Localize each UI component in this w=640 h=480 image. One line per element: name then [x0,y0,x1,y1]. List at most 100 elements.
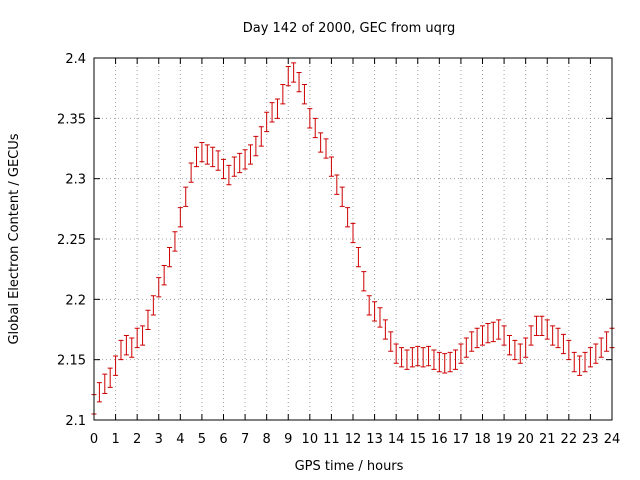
x-axis-label: GPS time / hours [295,459,404,474]
data-point [512,339,518,361]
data-point [490,321,496,343]
y-tick-label: 2.25 [57,233,86,248]
error-bar [280,84,286,105]
error-bar [150,295,156,316]
x-tick-label: 22 [561,432,578,447]
data-point [523,337,529,358]
data-point [555,327,561,349]
error-bar [345,207,351,228]
error-bar [264,111,270,133]
data-point [598,337,604,358]
error-bar [377,307,383,328]
data-point [247,144,253,165]
data-point [404,349,410,370]
error-bar [409,347,415,368]
error-bar [598,337,604,358]
error-bar [426,345,432,367]
data-point [528,325,534,346]
error-bar [496,319,502,340]
x-tick-label: 24 [604,432,621,447]
data-points [91,62,615,415]
y-tick-label: 2.4 [65,52,86,67]
error-bar [123,335,129,356]
x-tick-label: 3 [155,432,163,447]
data-point [167,246,173,268]
grid-lines [94,58,612,420]
error-bar [140,325,146,346]
data-point [474,327,480,349]
error-bar [604,331,610,352]
x-tick-label: 9 [284,432,292,447]
error-bar [113,355,119,376]
data-point [566,339,572,361]
error-bar [517,343,523,364]
error-bar [442,353,448,374]
error-bar [382,319,388,340]
x-tick-label: 8 [263,432,271,447]
error-bar [366,295,372,316]
error-bar [134,327,140,349]
error-bar [307,108,313,129]
error-bar [269,102,275,123]
error-bar [372,301,378,322]
data-point [96,382,102,403]
y-tick-label: 2.1 [65,414,86,429]
error-bar [587,347,593,368]
y-tick-label: 2.3 [65,173,86,188]
error-bar [523,337,529,358]
error-bar [226,164,232,186]
error-bar [566,339,572,361]
error-bar [312,117,318,139]
data-point [415,345,421,367]
x-tick-label: 4 [176,432,184,447]
x-tick-label: 12 [345,432,362,447]
error-bar [231,156,237,177]
data-point [442,353,448,374]
data-point [539,315,545,337]
error-bar [436,351,442,373]
chart-title: Day 142 of 2000, GEC from uqrg [243,21,456,36]
data-point [587,347,593,368]
error-bar [571,351,577,373]
data-point [113,355,119,376]
error-bar [388,331,394,352]
error-bar [593,343,599,364]
error-bar [237,152,243,174]
x-tick-label: 6 [219,432,227,447]
data-point [399,347,405,368]
data-point [129,337,135,358]
data-point [253,135,259,157]
data-point [183,186,189,207]
error-bar [172,231,178,252]
x-tick-labels: 0 1 2 3 4 5 6 7 8 9 10 11 12 13 14 15 16 17 18 19 20 21 22 23 24 [90,432,620,447]
error-bar [334,174,340,195]
data-point [199,141,205,163]
error-bar [258,126,264,147]
error-bar [204,144,210,165]
error-bar [447,351,453,373]
error-bar [458,343,464,364]
x-tick-label: 1 [111,432,119,447]
data-point [307,108,313,129]
data-point [118,339,124,361]
x-tick-label: 19 [496,432,513,447]
data-point [350,222,356,244]
error-bar [501,325,507,346]
data-point [355,246,361,268]
data-point [269,102,275,123]
plot-frame [93,57,613,421]
data-point [582,351,588,373]
data-point [382,319,388,340]
x-tick-label: 7 [241,432,249,447]
data-point [134,327,140,349]
error-bar [539,315,545,337]
data-point [323,138,329,159]
data-point [496,319,502,340]
error-bar [506,335,512,356]
error-bar [328,156,334,177]
data-point [291,62,297,83]
data-point [463,337,469,358]
x-tick-label: 15 [409,432,426,447]
data-point [431,349,437,370]
